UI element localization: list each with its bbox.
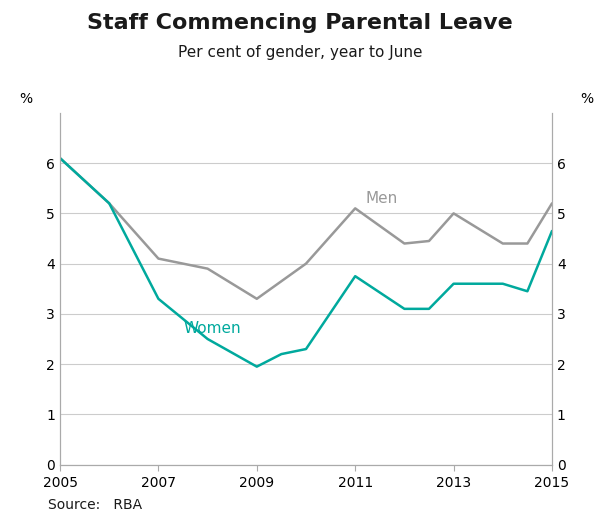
Text: Men: Men [365, 191, 397, 206]
Text: Staff Commencing Parental Leave: Staff Commencing Parental Leave [87, 13, 513, 33]
Text: Per cent of gender, year to June: Per cent of gender, year to June [178, 45, 422, 60]
Text: %: % [580, 92, 593, 106]
Text: %: % [19, 92, 32, 106]
Text: Source:   RBA: Source: RBA [48, 498, 142, 512]
Text: Women: Women [183, 321, 241, 337]
